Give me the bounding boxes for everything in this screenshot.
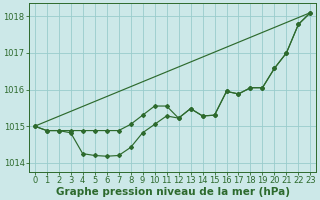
X-axis label: Graphe pression niveau de la mer (hPa): Graphe pression niveau de la mer (hPa) [56,187,290,197]
